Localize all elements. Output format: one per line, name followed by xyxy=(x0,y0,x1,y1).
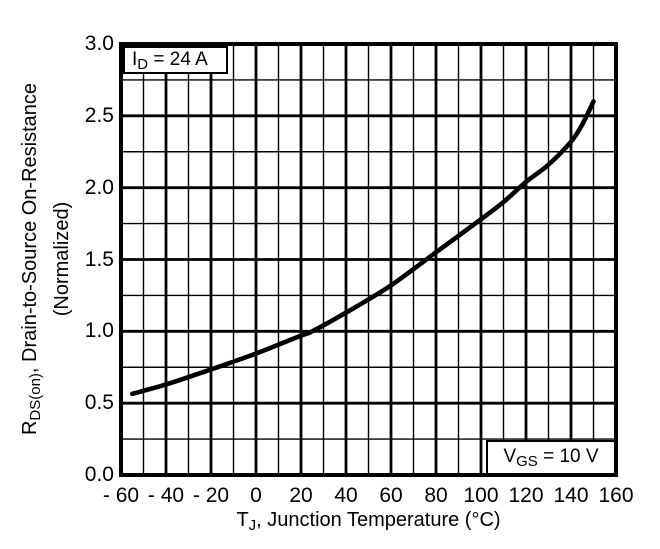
x-tick-label: - 60 xyxy=(102,484,140,507)
y-tick-label: 2.0 xyxy=(84,175,114,199)
y-axis-title: RDS(on), Drain-to-Source On-Resistance (… xyxy=(17,0,73,539)
y-tick-label: 1.5 xyxy=(84,247,114,271)
x-tick-label: 40 xyxy=(334,484,358,507)
y-axis-title-line1: RDS(on), Drain-to-Source On-Resistance xyxy=(19,82,44,436)
y-tick-label: 0.5 xyxy=(84,391,114,415)
x-tick-label: 20 xyxy=(289,484,313,507)
y-tick-label: 2.5 xyxy=(84,103,114,127)
y-tick-label: 3.0 xyxy=(84,32,114,55)
y-tick-label: 1.0 xyxy=(84,319,114,343)
data-curve xyxy=(129,99,596,397)
x-tick-label: 160 xyxy=(598,484,634,507)
annotation-drain-current: ID = 24 A xyxy=(123,46,228,74)
annotation-gate-voltage: VGS = 10 V xyxy=(486,440,616,475)
x-tick-label: 140 xyxy=(553,484,589,507)
x-tick-label: 0 xyxy=(250,484,262,507)
plot-area xyxy=(119,42,618,477)
x-tick-label: 80 xyxy=(424,484,448,507)
plot-border xyxy=(119,42,618,477)
x-tick-label: 60 xyxy=(379,484,403,507)
x-tick-label: 100 xyxy=(463,484,499,507)
x-tick-label: - 40 xyxy=(147,484,185,507)
x-tick-label: 120 xyxy=(508,484,544,507)
x-tick-label: - 20 xyxy=(192,484,230,507)
y-tick-label: 0.0 xyxy=(84,463,114,486)
x-axis-title: TJ, Junction Temperature (°C) xyxy=(236,509,501,534)
